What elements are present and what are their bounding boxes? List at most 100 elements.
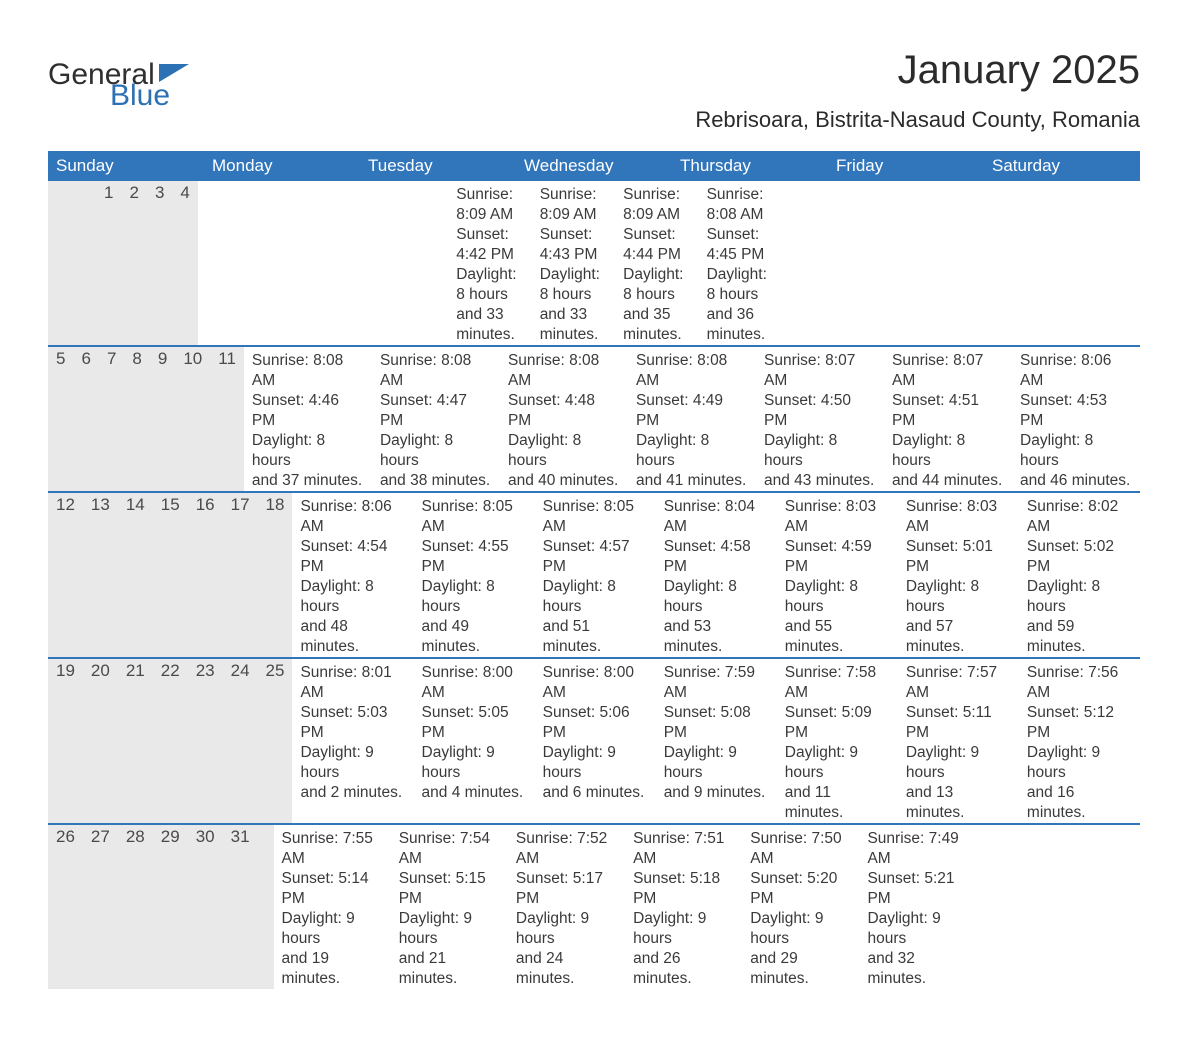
sunset-line: Sunset: 4:58 PM	[664, 537, 769, 577]
day-cell: Sunrise: 8:07 AMSunset: 4:51 PMDaylight:…	[884, 347, 1012, 491]
daylight-line-2: and 2 minutes.	[300, 783, 405, 803]
sunrise-line: Sunrise: 8:08 AM	[707, 185, 774, 225]
day-number: 11	[210, 347, 244, 491]
daylight-line-1: Daylight: 9 hours	[664, 743, 769, 783]
day-cell: Sunrise: 7:55 AMSunset: 5:14 PMDaylight:…	[274, 825, 391, 989]
day-number-strip: 1234	[48, 181, 198, 345]
day-number: 16	[188, 493, 223, 657]
day-cell: Sunrise: 8:08 AMSunset: 4:47 PMDaylight:…	[372, 347, 500, 491]
sunset-line: Sunset: 4:57 PM	[543, 537, 648, 577]
daylight-line-1: Daylight: 8 hours	[636, 431, 748, 471]
day-number: 31	[223, 825, 258, 989]
sunrise-line: Sunrise: 8:05 AM	[543, 497, 648, 537]
daylight-line-2: and 59 minutes.	[1027, 617, 1132, 657]
sunrise-line: Sunrise: 8:07 AM	[764, 351, 876, 391]
daylight-line-2: and 40 minutes.	[508, 471, 620, 491]
day-number: 17	[223, 493, 258, 657]
daylight-line-1: Daylight: 8 hours	[892, 431, 1004, 471]
sunset-line: Sunset: 5:06 PM	[543, 703, 648, 743]
day-number: 21	[118, 659, 153, 823]
day-number: 10	[175, 347, 210, 491]
daylight-line-2: and 43 minutes.	[764, 471, 876, 491]
day-cell: Sunrise: 8:02 AMSunset: 5:02 PMDaylight:…	[1019, 493, 1140, 657]
sunset-line: Sunset: 5:15 PM	[399, 869, 500, 909]
day-number	[258, 825, 274, 989]
daylight-line-2: and 32 minutes.	[867, 949, 968, 989]
daylight-line-1: Daylight: 9 hours	[867, 909, 968, 949]
daylight-line-2: and 38 minutes.	[380, 471, 492, 491]
daylight-line-1: Daylight: 9 hours	[422, 743, 527, 783]
weekday-header: Sunday	[48, 151, 204, 181]
daylight-line-1: Daylight: 8 hours	[623, 265, 690, 305]
sunset-line: Sunset: 5:17 PM	[516, 869, 617, 909]
day-number: 1	[96, 181, 121, 345]
sunrise-line: Sunrise: 8:09 AM	[540, 185, 607, 225]
calendar-week: 12131415161718Sunrise: 8:06 AMSunset: 4:…	[48, 491, 1140, 657]
day-cell: Sunrise: 7:51 AMSunset: 5:18 PMDaylight:…	[625, 825, 742, 989]
daylight-line-2: and 46 minutes.	[1020, 471, 1132, 491]
day-cell: Sunrise: 8:07 AMSunset: 4:50 PMDaylight:…	[756, 347, 884, 491]
day-cell: Sunrise: 8:04 AMSunset: 4:58 PMDaylight:…	[656, 493, 777, 657]
day-number: 28	[118, 825, 153, 989]
day-number: 4	[172, 181, 197, 345]
daylight-line-1: Daylight: 9 hours	[543, 743, 648, 783]
calendar-week: 262728293031Sunrise: 7:55 AMSunset: 5:14…	[48, 823, 1140, 989]
sunrise-line: Sunrise: 8:08 AM	[252, 351, 364, 391]
day-cell: Sunrise: 8:05 AMSunset: 4:55 PMDaylight:…	[414, 493, 535, 657]
sunrise-line: Sunrise: 8:03 AM	[785, 497, 890, 537]
day-number: 9	[150, 347, 175, 491]
daylight-line-1: Daylight: 9 hours	[1027, 743, 1132, 783]
weekday-header-row: Sunday Monday Tuesday Wednesday Thursday…	[48, 151, 1140, 181]
sunrise-line: Sunrise: 8:04 AM	[664, 497, 769, 537]
day-number: 8	[124, 347, 149, 491]
weekday-header: Friday	[828, 151, 984, 181]
logo: General Blue	[48, 60, 189, 108]
sunrise-line: Sunrise: 8:02 AM	[1027, 497, 1132, 537]
title-block: January 2025 Rebrisoara, Bistrita-Nasaud…	[695, 48, 1140, 151]
daylight-line-2: and 48 minutes.	[300, 617, 405, 657]
day-cell: Sunrise: 7:56 AMSunset: 5:12 PMDaylight:…	[1019, 659, 1140, 823]
logo-word2: Blue	[110, 84, 189, 108]
sunrise-line: Sunrise: 8:08 AM	[380, 351, 492, 391]
daylight-line-2: and 4 minutes.	[422, 783, 527, 803]
day-number: 23	[188, 659, 223, 823]
daylight-line-1: Daylight: 9 hours	[750, 909, 851, 949]
daylight-line-1: Daylight: 8 hours	[300, 577, 405, 617]
sunset-line: Sunset: 4:46 PM	[252, 391, 364, 431]
daylight-line-1: Daylight: 8 hours	[543, 577, 648, 617]
daylight-line-2: and 26 minutes.	[633, 949, 734, 989]
daylight-line-2: and 33 minutes.	[456, 305, 523, 345]
calendar-week: 567891011Sunrise: 8:08 AMSunset: 4:46 PM…	[48, 345, 1140, 491]
daylight-line-1: Daylight: 8 hours	[508, 431, 620, 471]
sunrise-line: Sunrise: 7:54 AM	[399, 829, 500, 869]
daylight-line-2: and 24 minutes.	[516, 949, 617, 989]
sunset-line: Sunset: 5:05 PM	[422, 703, 527, 743]
daylight-line-2: and 11 minutes.	[785, 783, 890, 823]
day-number: 29	[153, 825, 188, 989]
day-cell: Sunrise: 7:52 AMSunset: 5:17 PMDaylight:…	[508, 825, 625, 989]
sunrise-line: Sunrise: 8:08 AM	[508, 351, 620, 391]
day-cell: Sunrise: 8:09 AMSunset: 4:44 PMDaylight:…	[615, 181, 698, 345]
sunrise-line: Sunrise: 7:55 AM	[282, 829, 383, 869]
day-cell: Sunrise: 8:00 AMSunset: 5:05 PMDaylight:…	[414, 659, 535, 823]
daylight-line-1: Daylight: 8 hours	[252, 431, 364, 471]
sunrise-line: Sunrise: 8:07 AM	[892, 351, 1004, 391]
sunset-line: Sunset: 4:45 PM	[707, 225, 774, 265]
daylight-line-1: Daylight: 8 hours	[764, 431, 876, 471]
weekday-header: Wednesday	[516, 151, 672, 181]
day-cell: Sunrise: 8:08 AMSunset: 4:46 PMDaylight:…	[244, 347, 372, 491]
sunset-line: Sunset: 5:18 PM	[633, 869, 734, 909]
sunset-line: Sunset: 5:21 PM	[867, 869, 968, 909]
day-number-strip: 19202122232425	[48, 659, 292, 823]
sunset-line: Sunset: 4:43 PM	[540, 225, 607, 265]
sunrise-line: Sunrise: 8:03 AM	[906, 497, 1011, 537]
day-number: 14	[118, 493, 153, 657]
day-number: 12	[48, 493, 83, 657]
daylight-line-1: Daylight: 8 hours	[540, 265, 607, 305]
weekday-header: Monday	[204, 151, 360, 181]
sunrise-line: Sunrise: 8:06 AM	[300, 497, 405, 537]
day-number: 2	[121, 181, 146, 345]
day-cell: Sunrise: 7:59 AMSunset: 5:08 PMDaylight:…	[656, 659, 777, 823]
sunrise-line: Sunrise: 8:06 AM	[1020, 351, 1132, 391]
sunset-line: Sunset: 4:44 PM	[623, 225, 690, 265]
